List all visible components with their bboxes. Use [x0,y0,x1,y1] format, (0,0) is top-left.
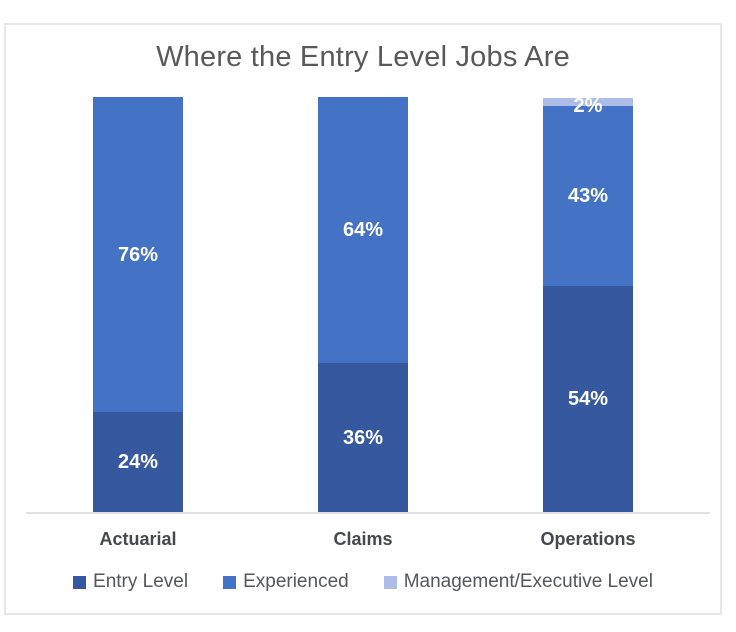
bar-operations[interactable]: 54% 43% 2% [543,96,633,512]
bar-segment-operations-experienced[interactable]: 43% [543,106,633,286]
data-label: 36% [342,426,384,449]
legend: Entry Level Experienced Management/Executi… [4,571,722,593]
bar-segment-claims-experienced[interactable]: 64% [318,97,408,363]
data-label: 54% [567,388,609,410]
data-label: 2% [573,95,603,117]
category-label-actuarial: Actuarial [99,529,177,549]
legend-item-management-executive-level[interactable]: Management/Executive Level [383,571,653,593]
legend-label: Management/Executive Level [403,571,653,592]
legend-label: Entry Level [93,571,189,592]
bar-segment-operations-management-executive-level[interactable]: 2% [543,96,633,116]
x-axis-line [26,512,710,514]
plot-area: 24% 76% 36% 64% 54% 43% 2% [0,96,736,512]
category-label-claims: Claims [333,529,393,549]
legend-swatch-icon [383,575,397,589]
data-label: 43% [567,185,609,207]
data-label: 64% [342,219,384,241]
bar-actuarial[interactable]: 24% 76% [93,97,183,512]
bar-claims[interactable]: 36% 64% [318,97,408,512]
legend-label: Experienced [243,571,349,592]
legend-item-entry-level[interactable]: Entry Level [73,571,188,593]
legend-swatch-icon [73,575,87,589]
bar-segment-actuarial-experienced[interactable]: 76% [93,97,183,412]
bar-segment-operations-entry-level[interactable]: 54% [543,286,633,512]
chart-title: Where the Entry Level Jobs Are [156,41,570,73]
data-label: 24% [117,451,159,473]
legend-item-experienced[interactable]: Experienced [223,571,349,593]
legend-swatch-icon [223,575,237,589]
bar-segment-actuarial-entry-level[interactable]: 24% [93,412,183,512]
bar-segment-claims-entry-level[interactable]: 36% [318,363,408,512]
category-label-operations: Operations [540,529,636,549]
category-axis: Actuarial Claims Operations [0,529,736,553]
data-label: 76% [117,243,159,266]
